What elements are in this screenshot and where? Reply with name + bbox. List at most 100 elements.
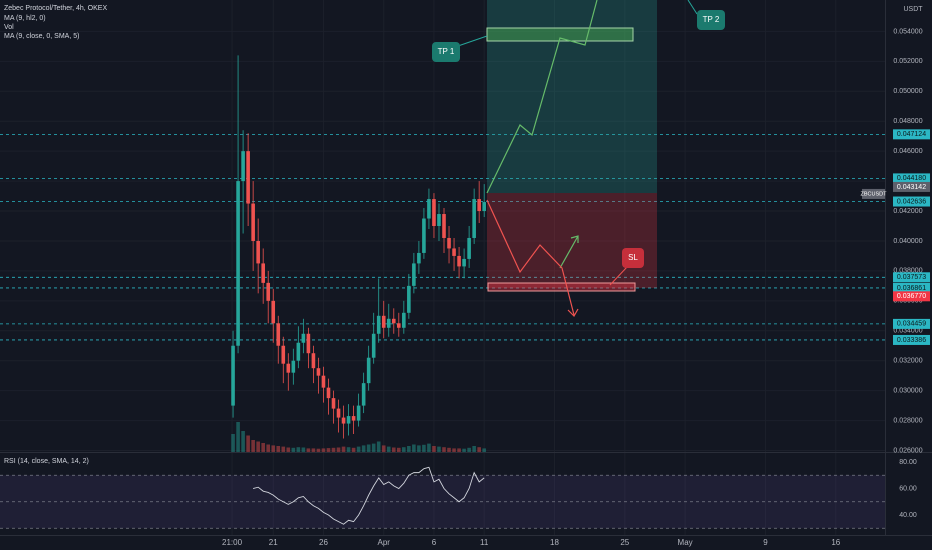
y-tick-label: 0.032000 xyxy=(893,358,922,365)
indicator: MA (9, close, 0, SMA, 5) xyxy=(4,33,79,40)
x-tick-label: 21 xyxy=(269,538,278,547)
candle-body xyxy=(462,258,466,267)
candle-body xyxy=(271,300,276,324)
candle-body xyxy=(371,333,376,358)
volume-bar xyxy=(241,431,245,452)
candle-body xyxy=(412,263,416,286)
position-tool[interactable]: TP 1 TP 2 SL xyxy=(432,0,725,317)
volume-bar xyxy=(407,446,411,452)
y-tick-label: 0.050000 xyxy=(893,88,922,95)
volume-bar xyxy=(316,448,321,452)
candle-body xyxy=(376,315,381,334)
candle-body xyxy=(477,199,481,212)
y-tick-label: 0.034000 xyxy=(893,328,922,335)
x-tick-label: 11 xyxy=(480,538,489,547)
currency: USDT xyxy=(903,6,923,13)
volume-bar xyxy=(391,447,396,452)
candle-body xyxy=(286,363,291,373)
loss-zone xyxy=(487,193,657,288)
volume-bar xyxy=(472,446,476,452)
level-label: 0.036861 xyxy=(897,285,926,292)
volume-bar xyxy=(231,434,235,452)
symbol-tag xyxy=(862,188,885,199)
candle-body xyxy=(316,368,321,376)
y-tick-label: 0.048000 xyxy=(893,118,922,125)
volume-bar xyxy=(386,446,391,452)
candle-body xyxy=(366,357,371,384)
y-tick-label: 0.046000 xyxy=(893,148,922,155)
candle-body xyxy=(427,199,431,219)
volume-bar xyxy=(442,447,446,452)
rsi-band xyxy=(0,475,885,529)
volume-bar xyxy=(356,446,361,452)
candle-body xyxy=(251,203,255,241)
candle-body xyxy=(341,417,346,424)
y-tick-label: 0.052000 xyxy=(893,58,922,65)
level-label: 0.042636 xyxy=(897,198,926,205)
tp1-label: TP 1 xyxy=(438,47,455,56)
candle-body xyxy=(266,282,271,301)
price-tag xyxy=(893,291,930,302)
volume-bar xyxy=(276,446,281,452)
sl-box xyxy=(487,282,636,292)
volume-bar xyxy=(301,447,306,452)
level-label: 0.033386 xyxy=(897,337,926,344)
level-tag xyxy=(893,282,930,293)
bull-path xyxy=(486,0,598,194)
price-tag xyxy=(893,181,930,192)
axes: 21:00 21 26 Apr 6 11 18 25 May 9 16 0.026000 0.02800… xyxy=(222,28,930,547)
volume-bar xyxy=(246,435,250,452)
level-label: 0.044180 xyxy=(897,175,926,182)
level-label: 0.034459 xyxy=(897,321,926,328)
tp1-callout xyxy=(432,42,460,62)
y-tick-label: 0.030000 xyxy=(893,387,922,394)
candle-body xyxy=(407,285,411,313)
candle-body xyxy=(386,318,391,328)
x-tick-label: 26 xyxy=(319,538,328,547)
volume-bar xyxy=(236,422,240,452)
candle-body xyxy=(437,214,441,226)
price-tag-label: 0.036770 xyxy=(897,293,926,300)
candle-body xyxy=(331,398,336,409)
volume-bar xyxy=(311,448,316,452)
candle-body xyxy=(311,353,316,369)
tp1-pointer xyxy=(457,35,488,47)
sl-callout xyxy=(622,248,644,268)
rsi-tick-label: 80.00 xyxy=(899,459,917,466)
volume-bar xyxy=(321,448,326,452)
x-tick-label: 25 xyxy=(620,538,629,547)
candle-body xyxy=(291,360,296,373)
volume-bar xyxy=(326,448,331,452)
x-tick-label: 6 xyxy=(432,538,437,547)
candle-body xyxy=(467,237,471,259)
volume-bar xyxy=(346,447,351,452)
candle-body xyxy=(296,342,301,361)
tp2-label: TP 2 xyxy=(703,15,720,24)
x-tick-label: 9 xyxy=(763,538,768,547)
candle-body xyxy=(246,151,250,204)
candle-body xyxy=(402,312,406,328)
bull-arrowhead xyxy=(570,235,579,243)
price-tag-label: 0.043142 xyxy=(897,184,926,191)
level-tag xyxy=(893,129,930,140)
volume-bar xyxy=(482,448,486,452)
marks xyxy=(0,55,885,529)
candle-body xyxy=(482,202,486,212)
candle-body xyxy=(351,416,356,421)
volume-bar xyxy=(266,444,271,452)
candle-body xyxy=(447,237,451,249)
volume-bar xyxy=(291,447,296,452)
chart-title: Zebec Protocol/Tether, 4h, OKEX xyxy=(4,5,107,12)
candle-body xyxy=(326,387,331,399)
candle-body xyxy=(457,255,461,267)
volume-bar xyxy=(256,441,260,452)
volume-bar xyxy=(336,447,341,452)
candle-body xyxy=(281,345,286,364)
rsi-tick-label: 60.00 xyxy=(899,485,917,492)
y-tick-label: 0.042000 xyxy=(893,208,922,215)
level-tag xyxy=(893,334,930,345)
level-tag xyxy=(893,173,930,184)
volume-bar xyxy=(341,446,346,452)
